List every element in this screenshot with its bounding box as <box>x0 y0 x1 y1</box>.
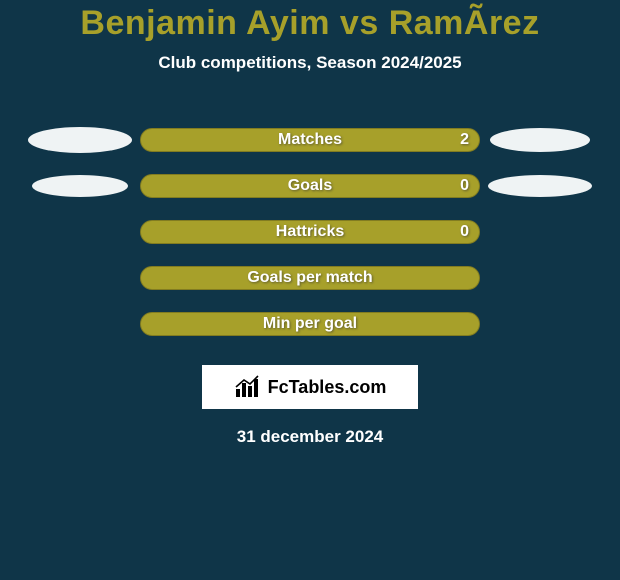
stat-row: Goals per match <box>0 255 620 301</box>
stat-row: Matches 2 <box>0 117 620 163</box>
player-left-ellipse <box>28 127 132 153</box>
stat-value: 0 <box>460 177 469 195</box>
stat-row: Hattricks 0 <box>0 209 620 255</box>
comparison-infographic: Benjamin Ayim vs RamÃ­rez Club competiti… <box>0 0 620 580</box>
right-side <box>480 175 600 197</box>
stat-bar: Matches 2 <box>140 128 480 152</box>
stat-bar: Goals 0 <box>140 174 480 198</box>
stat-label: Matches <box>278 131 342 149</box>
stat-bar: Goals per match <box>140 266 480 290</box>
player-left-ellipse <box>32 175 128 197</box>
logo-box: FcTables.com <box>202 365 418 409</box>
player-right-ellipse <box>490 128 590 152</box>
bar-chart-icon <box>234 375 262 399</box>
player-right-ellipse <box>488 175 592 197</box>
stat-bar: Min per goal <box>140 312 480 336</box>
stat-label: Goals <box>288 177 332 195</box>
stat-label: Hattricks <box>276 223 344 241</box>
stat-label: Min per goal <box>263 315 357 333</box>
footer-date: 31 december 2024 <box>0 427 620 447</box>
stat-bar: Hattricks 0 <box>140 220 480 244</box>
right-side <box>480 128 600 152</box>
stat-value: 2 <box>460 131 469 149</box>
page-subtitle: Club competitions, Season 2024/2025 <box>0 53 620 73</box>
stat-value: 0 <box>460 223 469 241</box>
stat-label: Goals per match <box>247 269 372 287</box>
logo-text: FcTables.com <box>268 377 387 398</box>
left-side <box>20 127 140 153</box>
page-title: Benjamin Ayim vs RamÃ­rez <box>0 0 620 43</box>
stat-rows: Matches 2 Goals 0 Hattricks 0 Goals per match M… <box>0 117 620 347</box>
left-side <box>20 175 140 197</box>
stat-row: Goals 0 <box>0 163 620 209</box>
stat-row: Min per goal <box>0 301 620 347</box>
